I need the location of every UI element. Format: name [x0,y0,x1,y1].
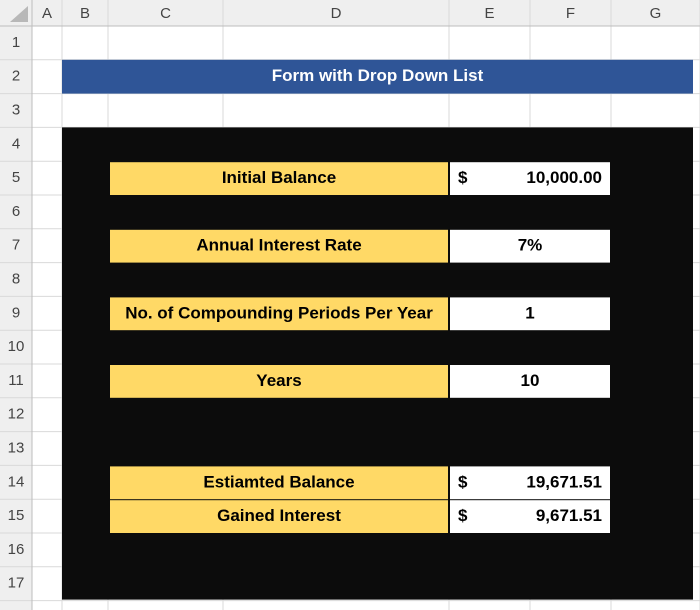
label-cell [110,500,448,533]
row-header[interactable]: 13 [8,439,25,456]
column-header[interactable]: E [484,5,494,22]
value-cell[interactable] [450,297,610,331]
row-header[interactable]: 8 [12,270,20,287]
field-value: 1 [525,303,534,322]
field-value: 9,671.51 [536,506,602,525]
field-label: Years [256,371,301,390]
label-cell [110,297,448,331]
value-cell[interactable] [450,229,610,263]
value-cell[interactable] [450,365,610,398]
row-header[interactable]: 9 [12,304,20,321]
field-value: 10,000.00 [526,168,602,187]
row-header-bar [0,26,32,610]
column-header[interactable]: G [650,5,662,22]
column-header[interactable]: A [42,5,52,22]
title-banner [62,59,693,94]
row-header[interactable]: 3 [12,101,20,118]
column-header[interactable]: F [566,5,575,22]
row-header[interactable]: 15 [8,507,25,524]
currency-symbol: $ [458,506,468,525]
form-title: Form with Drop Down List [272,66,484,85]
label-cell [110,229,448,263]
row-header[interactable]: 1 [12,34,20,51]
currency-symbol: $ [458,168,468,187]
column-header[interactable]: B [80,5,90,22]
field-label: Initial Balance [222,168,336,187]
row-header[interactable]: 5 [12,169,20,186]
field-value: 10 [521,371,540,390]
label-cell [110,365,448,398]
label-cell [110,466,448,500]
column-header[interactable]: C [160,5,171,22]
row-header[interactable]: 12 [8,406,25,423]
field-value: 19,671.51 [526,472,602,491]
row-header[interactable]: 6 [12,203,20,220]
label-cell [110,162,448,195]
row-header[interactable]: 16 [8,541,25,558]
value-cell[interactable] [450,162,610,195]
field-label: Estiamted Balance [203,472,354,491]
row-header[interactable]: 4 [12,135,20,152]
row-header[interactable]: 10 [8,338,25,355]
row-header[interactable]: 2 [12,68,20,85]
field-value: 7% [518,236,543,255]
column-header[interactable]: D [331,5,342,22]
column-header-bar [0,0,700,26]
currency-symbol: $ [458,472,468,491]
value-cell[interactable] [450,500,610,533]
row-header[interactable]: 17 [8,575,25,592]
value-cell[interactable] [450,466,610,500]
field-label: Annual Interest Rate [196,236,361,255]
select-all-corner[interactable] [10,6,28,22]
field-label: No. of Compounding Periods Per Year [125,303,433,322]
row-header[interactable]: 11 [8,372,24,389]
row-header[interactable]: 14 [8,473,25,490]
row-header[interactable]: 7 [12,237,20,254]
field-label: Gained Interest [217,506,341,525]
